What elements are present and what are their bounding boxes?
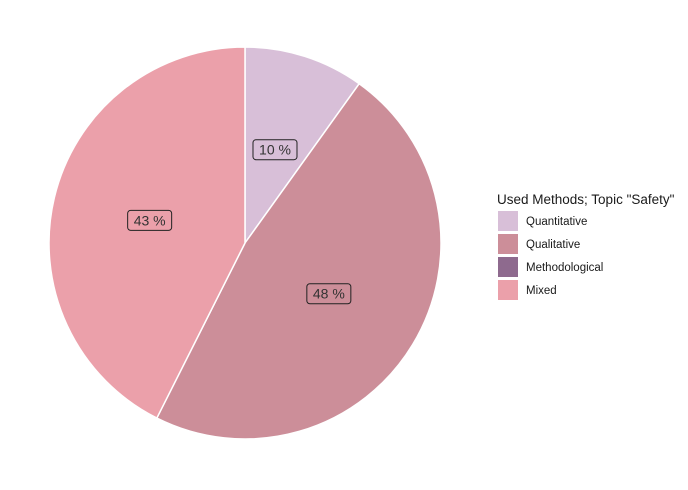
pie-slices bbox=[48, 46, 442, 440]
data-label-box bbox=[252, 139, 298, 161]
data-label-box bbox=[127, 209, 173, 231]
data-label-text: 48 % bbox=[313, 286, 345, 302]
legend-swatch bbox=[498, 234, 518, 254]
data-label-text: 43 % bbox=[134, 212, 166, 228]
legend-title: Used Methods; Topic "Safety" bbox=[497, 192, 675, 207]
legend-item-quantitative: Quantitative bbox=[498, 211, 587, 231]
data-label-quantitative: 10 % bbox=[252, 139, 298, 161]
legend-label: Quantitative bbox=[526, 216, 587, 228]
data-label-text: 10 % bbox=[259, 142, 291, 158]
pie-data-labels: 10 % 48 % 43 % bbox=[127, 139, 352, 305]
pie-slice-mixed bbox=[48, 46, 246, 420]
legend-swatch bbox=[498, 280, 518, 300]
data-label-qualitative: 48 % bbox=[306, 283, 352, 305]
pie-slice-quantitative bbox=[244, 46, 361, 246]
pie-slice-qualitative bbox=[155, 82, 442, 440]
data-label-mixed: 43 % bbox=[127, 209, 173, 231]
legend-label: Qualitative bbox=[526, 239, 580, 251]
legend-swatch bbox=[498, 257, 518, 277]
legend-item-methodological: Methodological bbox=[498, 257, 603, 277]
legend: Used Methods; Topic "Safety" Quantitativ… bbox=[497, 192, 675, 300]
legend-swatch bbox=[498, 211, 518, 231]
legend-item-mixed: Mixed bbox=[498, 280, 557, 300]
legend-label: Mixed bbox=[526, 285, 557, 297]
data-label-box bbox=[306, 283, 352, 305]
legend-item-qualitative: Qualitative bbox=[498, 234, 580, 254]
legend-label: Methodological bbox=[526, 262, 603, 274]
